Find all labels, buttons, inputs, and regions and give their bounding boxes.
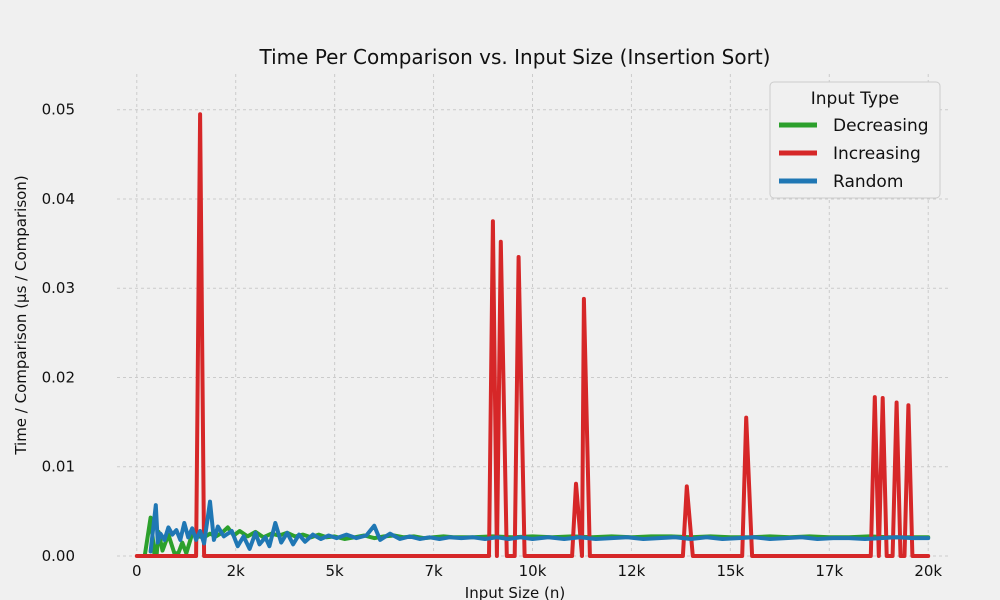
series-line-increasing: [134, 112, 931, 558]
chart-title: Time Per Comparison vs. Input Size (Inse…: [259, 45, 771, 69]
y-tick-label: 0.04: [42, 190, 75, 208]
y-tick-label: 0.01: [42, 458, 75, 476]
x-tick-label: 5k: [326, 562, 345, 580]
x-tick-label: 2k: [227, 562, 246, 580]
legend-label-decreasing: Decreasing: [833, 116, 929, 136]
x-tick-label: 20k: [914, 562, 942, 580]
y-axis-label: Time / Comparison (μs / Comparison): [12, 175, 30, 455]
legend-label-increasing: Increasing: [833, 144, 921, 164]
tick-labels: 0 2k 5k 7k 10k 12k 15k 17k 20k 0.00 0.01 0.02 0.03 0.…: [42, 101, 943, 580]
legend: Input Type Decreasing Increasing Random: [769, 81, 941, 199]
x-tick-label: 15k: [716, 562, 744, 580]
grid: [117, 74, 948, 557]
x-tick-label: 12k: [618, 562, 646, 580]
legend-box: [769, 81, 941, 199]
series-layer: [134, 112, 931, 558]
x-tick-label: 0: [132, 562, 142, 580]
x-axis-label: Input Size (n): [465, 584, 565, 600]
x-tick-label: 10k: [519, 562, 547, 580]
y-tick-label: 0.05: [42, 101, 75, 119]
legend-title: Input Type: [811, 89, 899, 109]
y-tick-label: 0.00: [42, 547, 75, 565]
series-line-random: [148, 499, 931, 554]
x-tick-label: 17k: [815, 562, 843, 580]
legend-label-random: Random: [833, 172, 903, 192]
y-tick-label: 0.03: [42, 279, 75, 297]
y-tick-label: 0.02: [42, 368, 75, 386]
x-tick-label: 7k: [424, 562, 443, 580]
